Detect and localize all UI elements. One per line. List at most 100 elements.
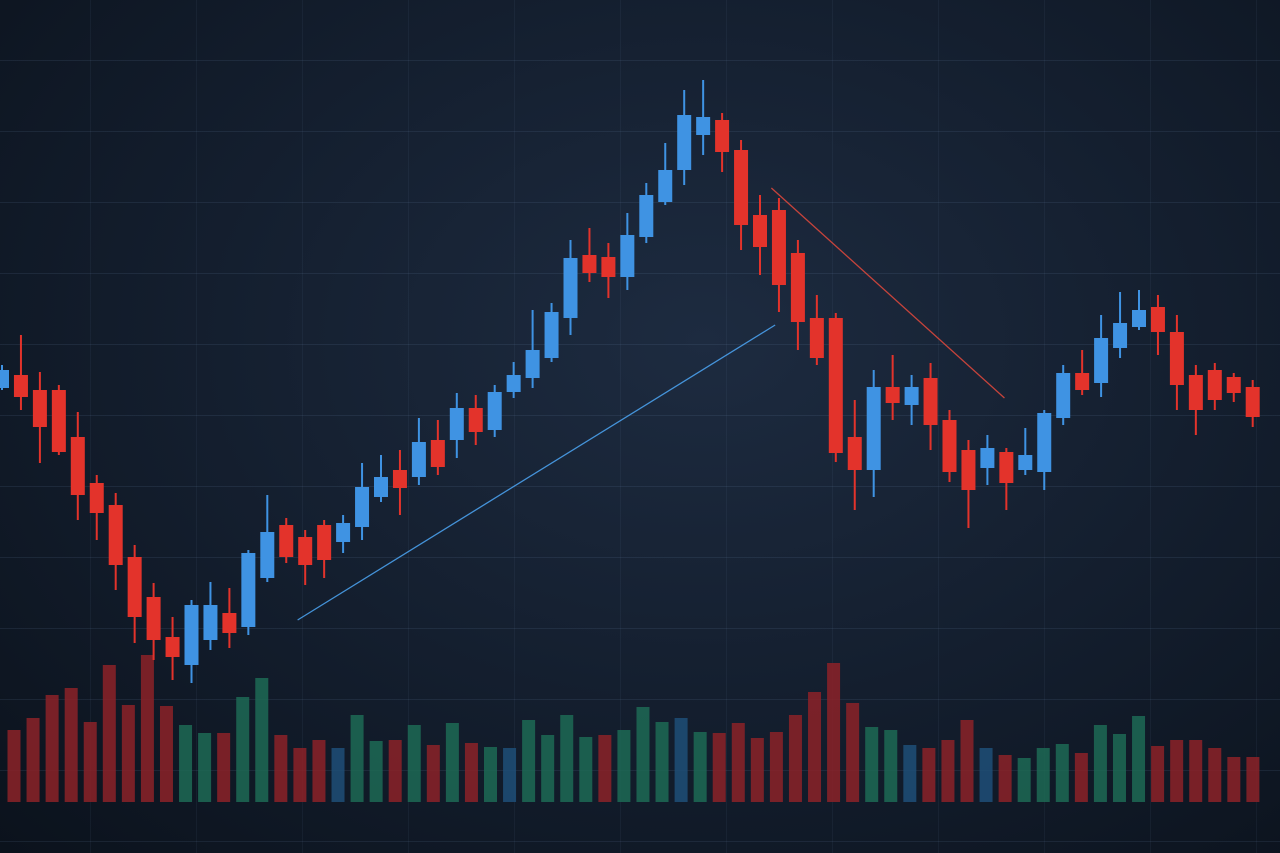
volume-bar [636, 707, 650, 802]
candle-body [696, 117, 711, 135]
volume-bar [712, 733, 726, 802]
candle-body [961, 450, 976, 490]
volume-bar [655, 722, 669, 802]
candle-body [1207, 370, 1222, 400]
volume-bar [579, 737, 593, 802]
volume-bar [1017, 758, 1031, 802]
trend-line [770, 187, 1005, 399]
volume-bar [827, 663, 841, 802]
candle-body [1094, 338, 1109, 383]
candle-body [1113, 323, 1128, 348]
candle-body [942, 420, 957, 472]
volume-bar [1074, 753, 1088, 802]
candle-body [411, 442, 426, 477]
candle-body [0, 370, 9, 388]
volume-bar [102, 665, 116, 802]
volume-bar [750, 738, 764, 802]
candle-body [734, 150, 749, 225]
candle-body [828, 318, 843, 453]
candle-body [32, 390, 47, 427]
candle-body [51, 390, 66, 452]
candle-body [506, 375, 521, 392]
volume-bar [1227, 757, 1241, 802]
volume-bar [293, 748, 307, 802]
candle-body [620, 235, 635, 277]
candle-body [999, 452, 1014, 483]
candle-body [753, 215, 767, 247]
candle-body [165, 637, 180, 657]
volume-bar [903, 745, 917, 802]
volume-bar [598, 735, 612, 802]
candle-body [1075, 373, 1090, 390]
volume-bar [998, 755, 1012, 802]
volume-bar [1093, 725, 1107, 802]
candle-body [449, 408, 464, 440]
candle-body [1169, 332, 1184, 385]
candle-body [203, 605, 218, 640]
volume-bar [331, 748, 345, 802]
volume-bar [121, 705, 135, 802]
volume-bar [64, 688, 78, 802]
volume-bar [198, 733, 212, 802]
candle-body [1150, 307, 1165, 332]
volume-bar [560, 715, 574, 802]
volume-bar [255, 678, 269, 802]
candle-body [70, 437, 85, 495]
trend-line [297, 324, 776, 621]
candle-body [127, 557, 142, 617]
volume-bar [1208, 748, 1222, 802]
candle-body [885, 387, 900, 403]
volume-bar [45, 695, 59, 802]
candle-body [13, 375, 28, 397]
candle-body [260, 532, 275, 578]
candle-body [904, 387, 919, 405]
candle-body [847, 437, 862, 470]
candle-body [1132, 310, 1146, 327]
volume-bar [26, 718, 40, 802]
candle-body [639, 195, 654, 237]
volume-bar [884, 730, 898, 802]
candle-body [544, 312, 559, 358]
volume-bar [159, 706, 173, 802]
candle-body [866, 387, 881, 470]
candle-body [222, 613, 237, 633]
candle-body [336, 523, 351, 542]
candle-body [582, 255, 597, 273]
candle-body [658, 170, 673, 202]
candle-body [241, 553, 256, 627]
candle-body [392, 470, 407, 488]
volume-bar [445, 723, 459, 802]
volume-bar [464, 743, 478, 802]
volume-bar [808, 692, 822, 802]
candle-body [146, 597, 161, 640]
candle-body [1018, 455, 1033, 470]
volume-bar [1189, 740, 1203, 802]
candle-body [1245, 387, 1260, 417]
volume-bar [674, 718, 688, 802]
volume-bar [1170, 740, 1184, 802]
volume-bar [426, 745, 440, 802]
candle-body [980, 448, 995, 468]
volume-bar [693, 732, 707, 802]
volume-bar [484, 747, 497, 802]
candle-body [108, 505, 123, 565]
candle-body [1037, 413, 1052, 472]
volume-bar [1112, 734, 1126, 802]
volume-bar [369, 741, 383, 802]
candle-body [89, 483, 104, 513]
volume-bar [617, 730, 631, 802]
candle-body [317, 525, 332, 560]
volume-bar [941, 740, 955, 802]
volume-bar [140, 655, 154, 802]
candle-body [923, 378, 938, 425]
candle-body [374, 477, 388, 497]
volume-bar [236, 697, 250, 802]
candle-body [1188, 375, 1203, 410]
candle-body [790, 253, 805, 322]
volume-bar [865, 727, 879, 802]
candle-body [1056, 373, 1071, 418]
candle-body [279, 525, 294, 557]
candle-body [1226, 377, 1241, 393]
